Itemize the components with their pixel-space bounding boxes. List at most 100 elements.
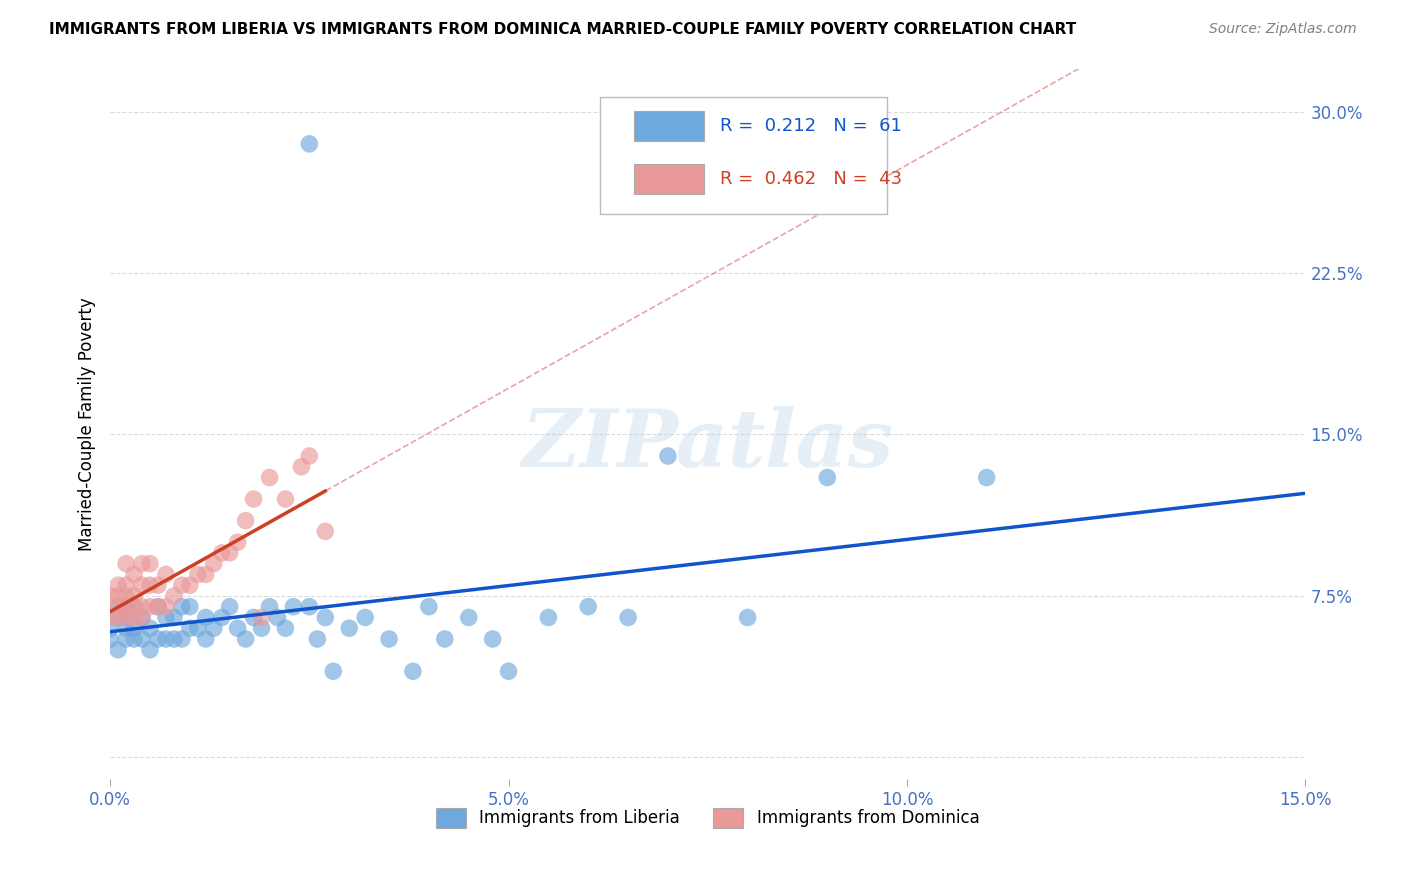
Point xyxy=(537,610,560,624)
Point xyxy=(107,610,129,624)
Point xyxy=(283,599,305,614)
Point xyxy=(242,491,264,506)
Point xyxy=(337,621,360,635)
Point xyxy=(155,567,177,582)
Point xyxy=(146,632,169,646)
Point xyxy=(211,546,233,560)
Point xyxy=(122,567,145,582)
Point xyxy=(131,610,153,624)
Point xyxy=(163,632,186,646)
Point xyxy=(122,599,145,614)
Point xyxy=(274,621,297,635)
Point xyxy=(115,610,138,624)
Point xyxy=(218,599,240,614)
Point xyxy=(98,610,121,624)
Point xyxy=(115,599,138,614)
Point xyxy=(211,610,233,624)
Point xyxy=(98,589,121,603)
Point xyxy=(155,610,177,624)
Point xyxy=(259,599,281,614)
Point xyxy=(433,632,456,646)
Point xyxy=(194,610,217,624)
Point xyxy=(976,470,998,484)
Text: R =  0.462   N =  43: R = 0.462 N = 43 xyxy=(720,170,901,188)
Point xyxy=(122,599,145,614)
Point xyxy=(314,524,336,539)
Point xyxy=(322,665,344,679)
Point xyxy=(115,557,138,571)
Point xyxy=(146,599,169,614)
Point xyxy=(107,610,129,624)
Point xyxy=(266,610,288,624)
Point xyxy=(226,535,249,549)
Point xyxy=(131,557,153,571)
Text: ZIPatlas: ZIPatlas xyxy=(522,406,894,483)
Point xyxy=(250,610,273,624)
Point xyxy=(146,578,169,592)
Point xyxy=(498,665,520,679)
Point xyxy=(274,491,297,506)
Point xyxy=(155,599,177,614)
Point xyxy=(298,449,321,463)
FancyBboxPatch shape xyxy=(600,97,887,214)
Point xyxy=(457,610,479,624)
Text: Source: ZipAtlas.com: Source: ZipAtlas.com xyxy=(1209,22,1357,37)
Point xyxy=(122,610,145,624)
Point xyxy=(259,470,281,484)
Point xyxy=(242,610,264,624)
Point xyxy=(163,589,186,603)
Point xyxy=(122,621,145,635)
Point xyxy=(617,610,640,624)
Point xyxy=(122,632,145,646)
Point xyxy=(298,599,321,614)
FancyBboxPatch shape xyxy=(634,112,704,141)
Point xyxy=(115,621,138,635)
Point xyxy=(235,514,257,528)
Point xyxy=(737,610,759,624)
Point xyxy=(226,621,249,635)
Point xyxy=(179,599,201,614)
Point xyxy=(481,632,503,646)
Point xyxy=(131,578,153,592)
Point xyxy=(115,578,138,592)
Text: R =  0.212   N =  61: R = 0.212 N = 61 xyxy=(720,117,901,135)
Point xyxy=(170,578,193,592)
Point xyxy=(418,599,440,614)
FancyBboxPatch shape xyxy=(634,164,704,194)
Point xyxy=(378,632,401,646)
Point xyxy=(179,578,201,592)
Point xyxy=(202,621,225,635)
Point xyxy=(107,599,129,614)
Point xyxy=(402,665,425,679)
Point xyxy=(815,470,838,484)
Point xyxy=(314,610,336,624)
Point xyxy=(576,599,599,614)
Point xyxy=(290,459,312,474)
Point xyxy=(146,599,169,614)
Point xyxy=(218,546,240,560)
Point xyxy=(139,578,162,592)
Point xyxy=(250,621,273,635)
Point xyxy=(170,632,193,646)
Point xyxy=(107,578,129,592)
Point xyxy=(107,589,129,603)
Point xyxy=(115,610,138,624)
Point xyxy=(187,621,209,635)
Point xyxy=(194,567,217,582)
Point xyxy=(131,599,153,614)
Point xyxy=(139,557,162,571)
Point xyxy=(131,632,153,646)
Point xyxy=(139,599,162,614)
Point xyxy=(122,589,145,603)
Point xyxy=(115,599,138,614)
Point xyxy=(202,557,225,571)
Point xyxy=(235,632,257,646)
Point xyxy=(354,610,377,624)
Point xyxy=(107,599,129,614)
Point xyxy=(298,136,321,151)
Point xyxy=(163,610,186,624)
Point xyxy=(170,599,193,614)
Point xyxy=(107,642,129,657)
Point xyxy=(194,632,217,646)
Point xyxy=(307,632,329,646)
